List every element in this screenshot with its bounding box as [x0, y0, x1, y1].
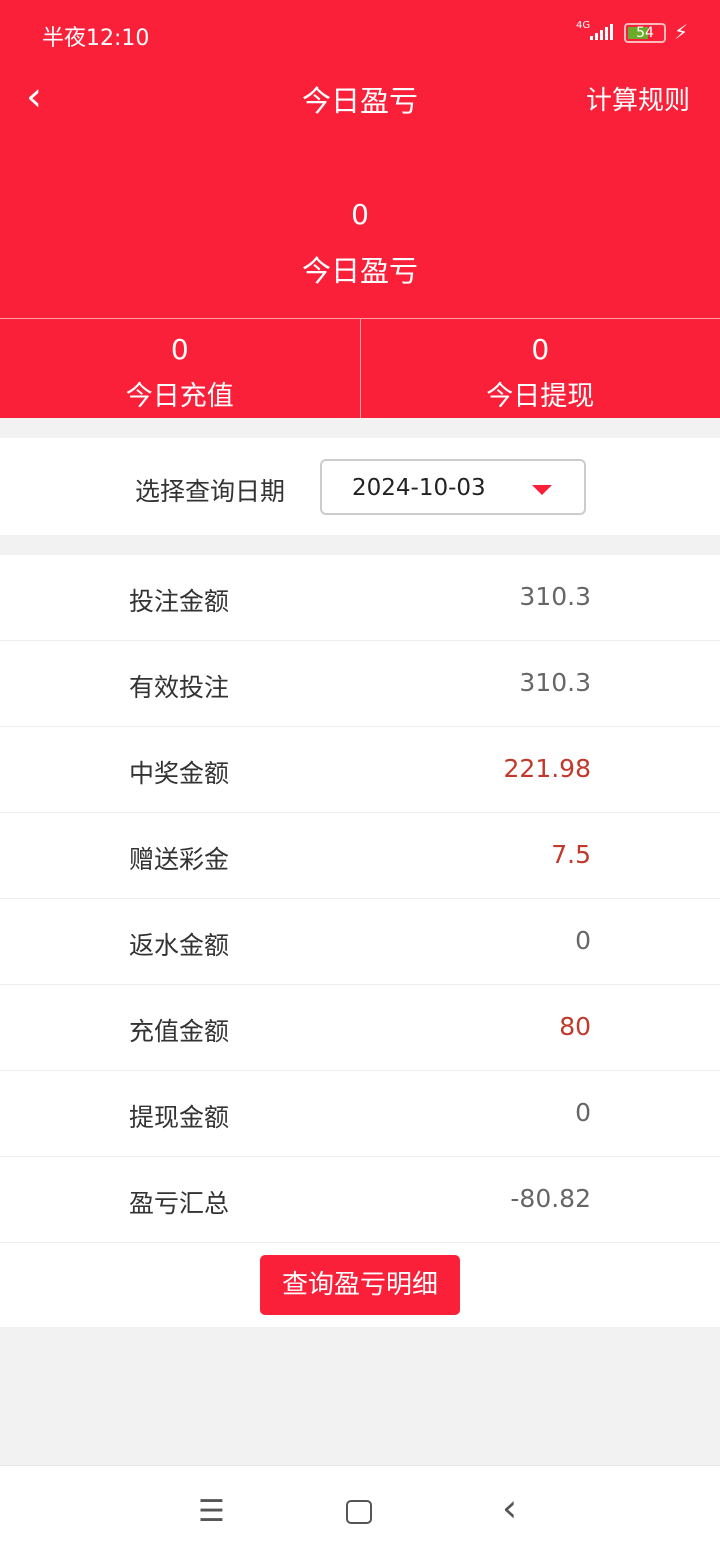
table-row: 赠送彩金 7.5 — [0, 813, 720, 899]
row-label: 中奖金额 — [129, 759, 230, 788]
row-label: 充值金额 — [129, 1017, 230, 1046]
table-row: 返水金额 0 — [0, 899, 720, 985]
row-value: 221.98 — [503, 754, 591, 783]
row-value: 0 — [575, 1098, 591, 1127]
date-filter: 选择查询日期 2024-10-03 — [0, 438, 720, 535]
date-value: 2024-10-03 — [352, 475, 486, 501]
status-time: 半夜12:10 — [42, 26, 150, 51]
caret-down-icon — [532, 485, 552, 495]
today-recharge: 0 今日充值 — [0, 319, 361, 418]
row-label: 投注金额 — [129, 587, 230, 616]
header-panel: 半夜12:10 4G 54 ⚡ ‹ 今日盈亏 计算规则 0 今日盈亏 0 今日充值… — [0, 0, 720, 418]
row-value: 310.3 — [519, 668, 591, 697]
table-row: 中奖金额 221.98 — [0, 727, 720, 813]
today-withdraw: 0 今日提现 — [361, 319, 720, 418]
row-value: -80.82 — [510, 1184, 591, 1213]
today-profit-label: 今日盈亏 — [301, 254, 418, 288]
menu-icon[interactable]: ☰ — [198, 1494, 225, 1529]
table-row: 有效投注 310.3 — [0, 641, 720, 727]
table-row: 投注金额 310.3 — [0, 555, 720, 641]
battery-icon: 54 — [624, 23, 666, 43]
table-row: 提现金额 0 — [0, 1071, 720, 1157]
row-value: 310.3 — [519, 582, 591, 611]
network-type: 4G — [576, 20, 591, 31]
table-row: 盈亏汇总 -80.82 — [0, 1157, 720, 1243]
row-value: 0 — [575, 926, 591, 955]
battery-level: 54 — [636, 25, 654, 41]
query-detail-button[interactable]: 查询盈亏明细 — [260, 1255, 460, 1315]
row-label: 有效投注 — [129, 673, 230, 702]
status-bar: 半夜12:10 4G 54 ⚡ — [0, 0, 720, 65]
charging-icon: ⚡ — [674, 20, 689, 44]
system-nav-bar: ☰ ‹ — [0, 1465, 720, 1560]
chevron-left-icon[interactable]: ‹ — [26, 74, 42, 120]
substats: 0 今日充值 0 今日提现 — [0, 318, 720, 418]
row-label: 返水金额 — [129, 931, 230, 960]
stat-value: 0 — [170, 333, 189, 366]
button-row: 查询盈亏明细 — [0, 1243, 720, 1327]
table-row: 充值金额 80 — [0, 985, 720, 1071]
stat-label: 今日提现 — [486, 381, 595, 412]
today-profit-value: 0 — [351, 198, 369, 231]
signal-icon — [590, 24, 613, 40]
row-label: 提现金额 — [129, 1103, 230, 1132]
page-title: 今日盈亏 — [301, 84, 418, 118]
rules-link[interactable]: 计算规则 — [585, 86, 690, 116]
row-value: 80 — [559, 1012, 591, 1041]
date-label: 选择查询日期 — [135, 477, 286, 506]
profit-list: 投注金额 310.3 有效投注 310.3 中奖金额 221.98 赠送彩金 7.5 返水金额 0… — [0, 555, 720, 1327]
stat-label: 今日充值 — [125, 381, 234, 412]
row-value: 7.5 — [551, 840, 591, 869]
row-label: 盈亏汇总 — [129, 1189, 230, 1218]
home-icon[interactable] — [346, 1500, 372, 1524]
date-select[interactable]: 2024-10-03 — [320, 459, 586, 515]
back-icon[interactable]: ‹ — [502, 1486, 518, 1530]
row-label: 赠送彩金 — [129, 845, 230, 874]
stat-value: 0 — [531, 333, 550, 366]
